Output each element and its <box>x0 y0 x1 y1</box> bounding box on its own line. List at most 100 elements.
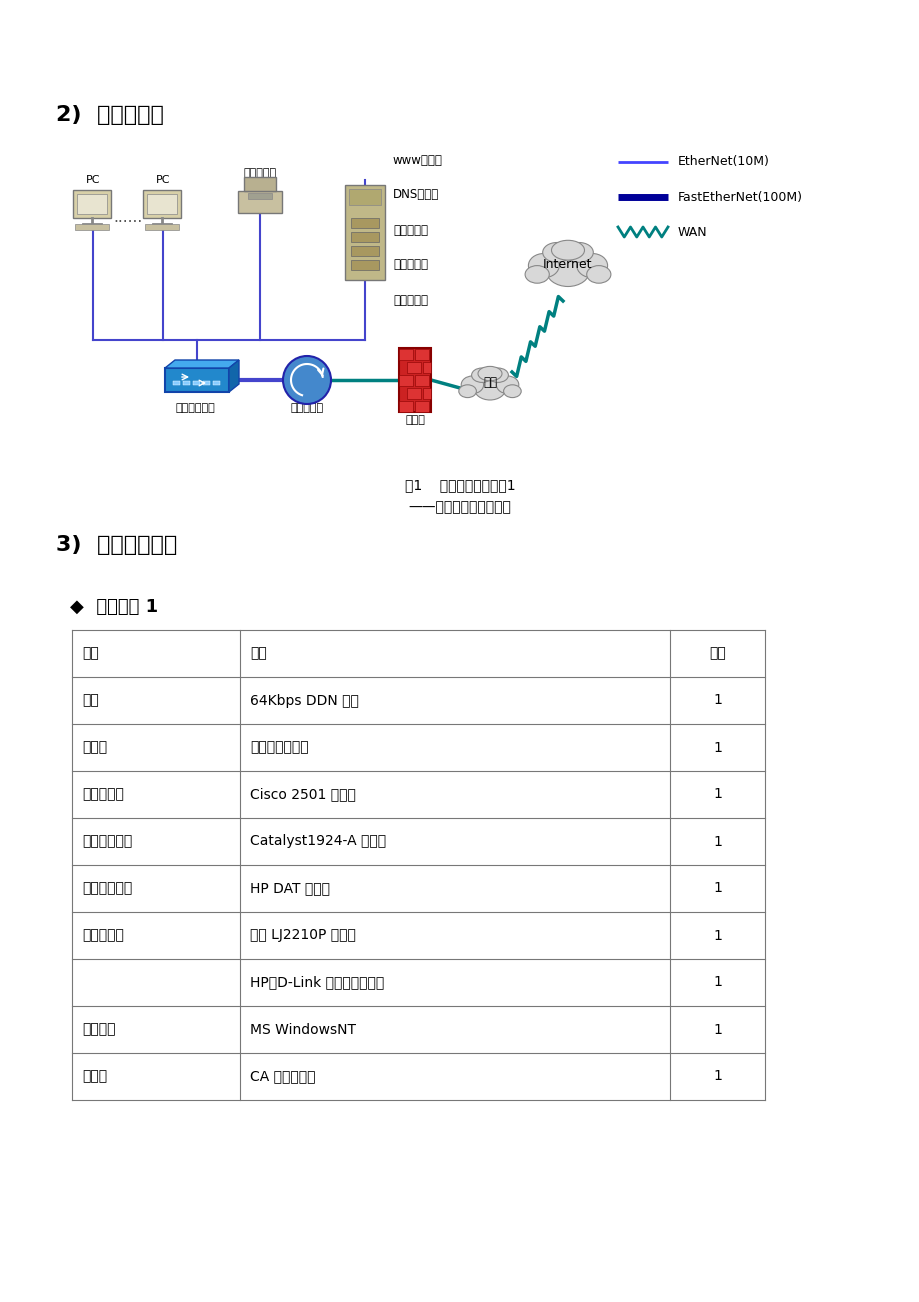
Text: 接入路由器: 接入路由器 <box>82 788 124 802</box>
Text: 1: 1 <box>712 741 721 754</box>
Text: 产品: 产品 <box>250 647 267 660</box>
Text: 数量: 数量 <box>709 647 725 660</box>
Text: 1: 1 <box>712 1069 721 1083</box>
Bar <box>414 401 428 411</box>
Bar <box>72 865 765 911</box>
Text: 1: 1 <box>712 881 721 896</box>
Bar <box>72 818 765 865</box>
Text: 联想 LJ2210P 打印机: 联想 LJ2210P 打印机 <box>250 928 356 943</box>
Text: www服务器: www服务器 <box>392 154 442 167</box>
Bar <box>72 771 765 818</box>
Text: 工作组互换机: 工作组互换机 <box>82 835 132 849</box>
Text: ......: ...... <box>113 211 142 225</box>
Bar <box>399 401 413 411</box>
Text: Internet: Internet <box>542 259 592 272</box>
Ellipse shape <box>550 241 584 260</box>
Text: Cisco 2501 路由器: Cisco 2501 路由器 <box>250 788 356 802</box>
Ellipse shape <box>545 254 589 286</box>
Text: 功能: 功能 <box>82 647 98 660</box>
Bar <box>351 260 379 270</box>
Bar <box>423 388 430 398</box>
Bar <box>399 348 430 411</box>
Text: ——单网段单服务器方案: ——单网段单服务器方案 <box>408 500 511 514</box>
Text: 专线: 专线 <box>82 694 98 707</box>
Text: 防火墙: 防火墙 <box>404 415 425 424</box>
Bar <box>72 677 765 724</box>
Ellipse shape <box>478 366 502 380</box>
Text: 64Kbps DDN 专线: 64Kbps DDN 专线 <box>250 694 358 707</box>
Bar <box>173 381 180 385</box>
Text: 1: 1 <box>712 1022 721 1036</box>
Text: PC: PC <box>85 174 100 185</box>
Bar <box>147 194 176 214</box>
Bar <box>399 375 413 385</box>
Text: HP、D-Link 网络打印服务器: HP、D-Link 网络打印服务器 <box>250 975 384 990</box>
Text: 接入路由器: 接入路由器 <box>290 404 323 413</box>
Polygon shape <box>229 359 239 392</box>
Bar <box>72 630 765 677</box>
Text: HP DAT 磁带机: HP DAT 磁带机 <box>250 881 330 896</box>
Ellipse shape <box>564 242 593 262</box>
Ellipse shape <box>496 376 518 393</box>
Bar <box>348 189 380 204</box>
Bar <box>145 224 179 230</box>
Bar <box>203 381 210 385</box>
Ellipse shape <box>528 254 559 277</box>
Text: 工作组互换机: 工作组互换机 <box>175 404 215 413</box>
Bar <box>414 349 428 359</box>
Text: 图1    政府上网网络方案1: 图1 政府上网网络方案1 <box>404 478 515 492</box>
Bar <box>73 190 111 217</box>
Ellipse shape <box>542 242 571 262</box>
Text: WAN: WAN <box>677 225 707 238</box>
Text: 防火墙: 防火墙 <box>82 1069 107 1083</box>
Bar <box>351 246 379 256</box>
Text: 2)  网络方案图: 2) 网络方案图 <box>56 105 164 125</box>
Text: EtherNet(10M): EtherNet(10M) <box>677 155 769 168</box>
Bar <box>351 217 379 228</box>
Bar <box>244 177 276 191</box>
Bar <box>72 911 765 960</box>
Bar <box>72 1053 765 1100</box>
Text: 1: 1 <box>712 928 721 943</box>
Text: 专线: 专线 <box>482 376 496 389</box>
Ellipse shape <box>459 385 476 397</box>
Text: Catalyst1924-A 互换机: Catalyst1924-A 互换机 <box>250 835 386 849</box>
Text: 应用服务器: 应用服务器 <box>392 259 427 272</box>
Text: CA 软件防火墙: CA 软件防火墙 <box>250 1069 315 1083</box>
Text: 网络打印机: 网络打印机 <box>82 928 124 943</box>
Bar <box>406 362 421 372</box>
Bar <box>183 381 190 385</box>
Bar <box>238 191 282 214</box>
Text: DNS服务器: DNS服务器 <box>392 189 438 202</box>
Text: 1: 1 <box>712 694 721 707</box>
Bar <box>75 224 108 230</box>
Bar <box>193 381 199 385</box>
Bar <box>213 381 220 385</box>
Text: 邮件服务器: 邮件服务器 <box>392 224 427 237</box>
Bar <box>142 190 181 217</box>
Bar <box>414 375 428 385</box>
Text: ◆  平台方案 1: ◆ 平台方案 1 <box>70 598 158 616</box>
Text: FastEtherNet(100M): FastEtherNet(100M) <box>677 190 802 203</box>
Text: 文件服务器: 文件服务器 <box>392 293 427 306</box>
Bar <box>72 724 765 771</box>
Ellipse shape <box>460 376 483 393</box>
Bar <box>165 368 229 392</box>
Ellipse shape <box>525 266 549 284</box>
Text: PC: PC <box>155 174 170 185</box>
Bar <box>77 194 107 214</box>
Text: 服务器: 服务器 <box>82 741 107 754</box>
Circle shape <box>283 355 331 404</box>
Bar <box>248 193 272 199</box>
Ellipse shape <box>586 266 610 284</box>
Bar <box>345 185 384 280</box>
Text: 1: 1 <box>712 835 721 849</box>
Text: 3)  推荐平台方案: 3) 推荐平台方案 <box>56 535 177 555</box>
Text: 1: 1 <box>712 975 721 990</box>
Ellipse shape <box>503 385 521 397</box>
Bar <box>406 388 421 398</box>
Ellipse shape <box>473 376 505 400</box>
Text: 网络打印机: 网络打印机 <box>244 168 277 178</box>
Bar <box>399 349 413 359</box>
Text: 数据备份设备: 数据备份设备 <box>82 881 132 896</box>
